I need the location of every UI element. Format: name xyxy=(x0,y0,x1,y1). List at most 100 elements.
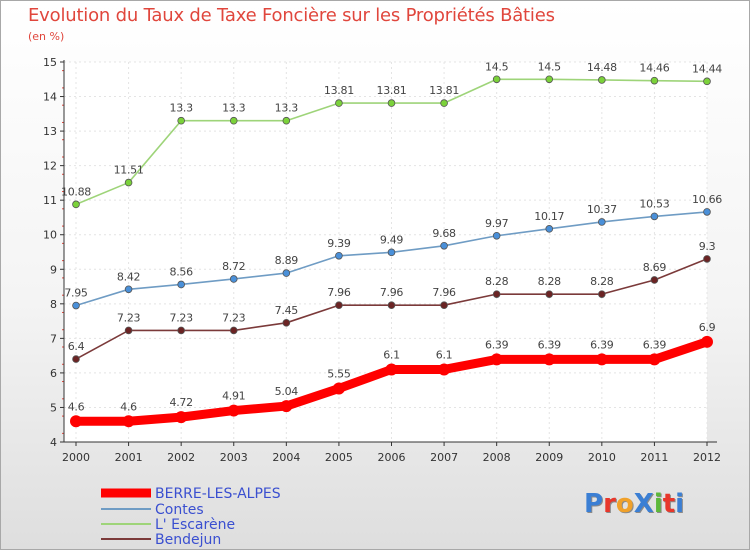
data-point xyxy=(543,353,556,366)
data-label: 8.72 xyxy=(222,260,245,273)
data-point xyxy=(648,353,661,366)
data-point xyxy=(387,301,396,310)
data-label: 5.55 xyxy=(327,367,351,380)
data-label: 7.96 xyxy=(432,286,456,299)
data-label: 4.72 xyxy=(170,396,193,409)
data-point xyxy=(440,301,448,310)
data-label: 10.17 xyxy=(534,210,564,223)
y-tick-label: 9 xyxy=(50,263,57,276)
data-point xyxy=(229,326,238,335)
x-tick-label: 2001 xyxy=(115,451,143,464)
y-tick-label: 10 xyxy=(43,229,57,242)
data-point xyxy=(124,178,133,187)
data-label: 6.39 xyxy=(643,338,667,351)
data-label: 8.28 xyxy=(538,275,562,288)
data-point xyxy=(124,285,133,294)
data-point xyxy=(229,116,238,125)
data-label: 10.88 xyxy=(61,185,91,198)
data-label: 9.68 xyxy=(432,227,456,240)
data-label: 6.39 xyxy=(538,338,562,351)
data-label: 4.6 xyxy=(68,400,85,413)
data-label: 9.3 xyxy=(699,240,716,253)
data-point xyxy=(72,200,80,209)
data-label: 13.3 xyxy=(222,102,246,115)
y-tick-label: 5 xyxy=(50,401,57,414)
data-label: 8.56 xyxy=(170,265,194,278)
data-point xyxy=(280,400,293,413)
y-tick-label: 13 xyxy=(43,125,57,138)
data-point xyxy=(72,301,80,310)
data-label: 7.96 xyxy=(327,286,351,299)
x-tick-label: 2008 xyxy=(483,451,511,464)
legend-label: Contes xyxy=(155,502,204,518)
x-tick-label: 2007 xyxy=(430,451,458,464)
chart-title: Evolution du Taux de Taxe Foncière sur l… xyxy=(28,5,555,26)
data-label: 8.89 xyxy=(275,254,299,267)
data-point xyxy=(282,319,291,327)
y-tick-label: 12 xyxy=(43,160,57,173)
data-label: 4.6 xyxy=(120,400,137,413)
data-label: 4.91 xyxy=(222,390,245,403)
data-label: 7.23 xyxy=(222,311,246,324)
x-tick-label: 2002 xyxy=(167,451,195,464)
data-point xyxy=(335,301,343,310)
data-label: 5.04 xyxy=(275,385,299,398)
data-label: 6.1 xyxy=(436,348,453,361)
proxiti-logo: ProXiti xyxy=(584,489,685,519)
data-point xyxy=(492,231,501,240)
y-tick-label: 8 xyxy=(50,298,57,311)
data-point xyxy=(385,363,398,376)
data-point xyxy=(282,269,291,277)
data-point xyxy=(124,326,133,335)
x-tick-label: 2009 xyxy=(535,451,563,464)
x-tick-label: 2000 xyxy=(62,451,90,464)
data-label: 14.46 xyxy=(639,62,669,75)
data-point xyxy=(177,116,185,125)
data-label: 14.44 xyxy=(692,62,722,75)
data-point xyxy=(598,290,606,298)
x-tick-label: 2010 xyxy=(588,451,616,464)
data-label: 10.66 xyxy=(692,193,722,206)
y-tick-label: 15 xyxy=(43,56,57,69)
data-label: 9.39 xyxy=(327,237,351,250)
data-label: 6.39 xyxy=(485,338,509,351)
data-label: 14.5 xyxy=(538,60,562,73)
data-label: 9.49 xyxy=(380,233,404,246)
data-label: 10.53 xyxy=(639,197,669,210)
y-tick-label: 11 xyxy=(43,194,57,207)
data-point xyxy=(650,276,659,284)
legend-label: Bendejun xyxy=(155,532,221,548)
data-point xyxy=(122,415,135,428)
y-tick-label: 14 xyxy=(43,91,57,104)
data-label: 6.9 xyxy=(699,321,716,334)
data-label: 13.3 xyxy=(170,102,194,115)
data-point xyxy=(650,212,659,221)
data-point xyxy=(227,404,240,417)
data-point xyxy=(387,99,396,107)
data-point xyxy=(282,116,291,125)
data-label: 7.23 xyxy=(117,311,141,324)
data-point xyxy=(440,241,448,250)
data-point xyxy=(492,75,501,84)
data-label: 8.28 xyxy=(590,275,614,288)
legend-label: BERRE-LES-ALPES xyxy=(155,486,281,502)
data-label: 7.45 xyxy=(275,304,299,317)
data-label: 13.81 xyxy=(429,84,459,97)
data-label: 13.3 xyxy=(275,102,299,115)
data-point xyxy=(387,248,396,257)
y-tick-label: 7 xyxy=(50,332,57,345)
legend-label: L' Escarène xyxy=(155,517,235,533)
data-point xyxy=(598,76,606,84)
data-point xyxy=(703,77,711,86)
data-point xyxy=(598,218,606,226)
data-point xyxy=(545,75,554,84)
data-point xyxy=(177,280,185,289)
x-tick-label: 2004 xyxy=(272,451,300,464)
data-point xyxy=(229,275,238,283)
data-label: 7.96 xyxy=(380,286,404,299)
data-point xyxy=(335,99,343,107)
data-label: 8.69 xyxy=(643,261,667,274)
data-label: 14.48 xyxy=(587,61,617,74)
